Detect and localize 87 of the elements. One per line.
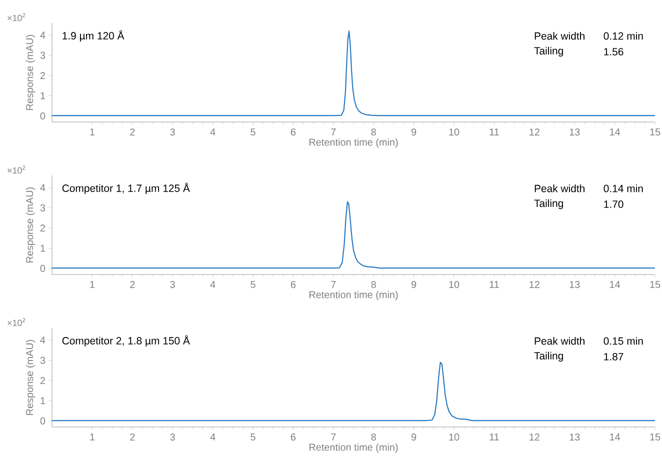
x-axis-title: Retention time (min) [309, 290, 398, 300]
x-tick-label: 7 [331, 281, 336, 288]
x-tick-label: 15 [650, 434, 660, 440]
annotation: 0.15 min [604, 337, 643, 345]
x-tick-label: 4 [210, 128, 216, 136]
x-tick-label: 6 [290, 281, 296, 288]
y-tick-label: 4 [40, 184, 46, 192]
line-series [51, 362, 656, 422]
y-tick-label: 2 [40, 377, 45, 384]
y-tick-label: 1 [40, 92, 46, 100]
x-tick-label: 10 [449, 434, 460, 441]
x-tick-label: 14 [610, 434, 620, 440]
y-tick-label: 4 [40, 32, 46, 39]
x-tick-label: 13 [570, 434, 580, 441]
x-tick-label: 13 [570, 128, 580, 136]
y-tick-label: 2 [40, 72, 45, 80]
y-tick-label: 0 [40, 264, 46, 272]
annotation: Peak width [534, 337, 584, 345]
x-tick-label: 5 [250, 281, 256, 288]
y-tick-label: 3 [40, 356, 46, 364]
x-tick-label: 6 [290, 434, 296, 441]
x-tick-label: 12 [530, 434, 540, 440]
x-tick-label: 12 [530, 128, 540, 136]
x-tick-label: 8 [371, 434, 376, 441]
x-tick-label: 11 [490, 128, 499, 136]
x-tick-label: 14 [610, 281, 620, 288]
annotation: Peak width [534, 32, 584, 40]
x-tick-label: 11 [490, 434, 499, 440]
text: ×10$^{2}$ [8, 318, 26, 326]
y-axis-title: Response (mAU) [26, 187, 36, 262]
x-tick-label: 9 [412, 128, 416, 136]
annotation: Tailing [534, 199, 563, 210]
annotation: 0.14 min [604, 184, 643, 192]
x-tick-label: 10 [449, 281, 460, 288]
x-tick-label: 1 [90, 434, 94, 440]
annotation: Tailing [534, 46, 563, 57]
y-tick-label: 0 [40, 417, 46, 424]
annotation: 1.87 [604, 353, 624, 360]
y-tick-label: 3 [40, 204, 46, 212]
x-tick-label: 7 [331, 128, 336, 136]
line-series [51, 201, 656, 269]
text: ×10$^{2}$ [8, 13, 26, 22]
x-tick-label: 15 [650, 128, 660, 136]
x-tick-label: 1 [90, 128, 94, 136]
y-tick-label: 3 [40, 52, 46, 59]
annotation: 0.12 min [604, 32, 643, 40]
x-tick-label: 11 [490, 281, 499, 288]
x-tick-label: 15 [650, 281, 660, 288]
x-tick-label: 8 [371, 128, 376, 136]
text: ×10$^{2}$ [8, 166, 26, 174]
annotation: 1.70 [604, 200, 624, 208]
y-tick-label: 2 [40, 224, 45, 232]
line-series [51, 30, 656, 116]
x-tick-label: 5 [250, 128, 256, 136]
x-tick-label: 3 [170, 281, 175, 288]
x-tick-label: 2 [130, 434, 135, 440]
x-tick-label: 12 [530, 281, 540, 288]
y-tick-label: 1 [40, 397, 46, 404]
x-axis-title: Retention time (min) [309, 443, 398, 453]
x-tick-label: 1 [90, 281, 94, 288]
y-tick-label: 0 [40, 112, 46, 120]
y-axis-title: Response (mAU) [26, 340, 36, 415]
text: Competitor 2, 1.8 µm 150 Å [62, 335, 190, 347]
x-tick-label: 13 [570, 281, 580, 288]
x-tick-label: 10 [449, 128, 460, 136]
y-axis-title: Response (mAU) [26, 34, 36, 110]
y-tick-label: 1 [40, 244, 46, 252]
annotation: Peak width [534, 184, 584, 192]
x-tick-label: 3 [170, 128, 175, 136]
x-tick-label: 9 [412, 434, 416, 441]
x-axis-title: Retention time (min) [309, 138, 398, 148]
annotation: 1.56 [604, 48, 624, 56]
x-tick-label: 4 [210, 434, 216, 440]
x-tick-label: 7 [331, 434, 336, 440]
x-tick-label: 3 [170, 434, 175, 441]
x-tick-label: 2 [130, 128, 135, 136]
x-tick-label: 14 [610, 128, 620, 136]
x-tick-label: 8 [371, 281, 376, 288]
x-tick-label: 2 [130, 281, 135, 288]
annotation: Tailing [534, 352, 563, 362]
y-tick-label: 4 [40, 336, 46, 344]
x-tick-label: 5 [250, 434, 256, 440]
x-tick-label: 4 [210, 281, 216, 288]
text: Competitor 1, 1.7 µm 125 Å [62, 182, 190, 194]
x-tick-label: 6 [290, 128, 296, 136]
x-tick-label: 9 [412, 281, 416, 288]
text: 1.9 µm 120 Å [62, 30, 124, 42]
